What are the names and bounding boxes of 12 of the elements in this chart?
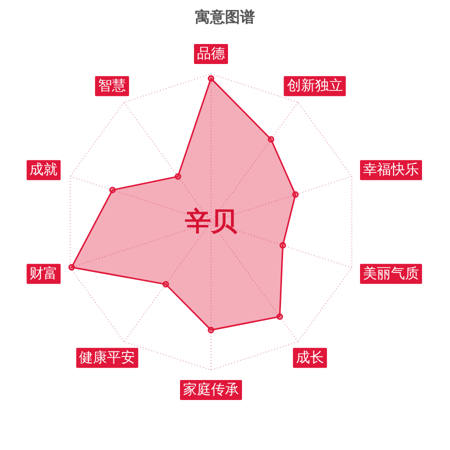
spoke-label: 创新独立 [286,78,343,94]
spoke-label: 成就 [30,162,58,178]
text: 辛贝 [184,207,238,237]
spoke-label: 成长 [296,350,324,366]
spoke-label: 幸福快乐 [363,162,420,178]
spoke-label: 美丽气质 [363,266,420,282]
spoke-label: 家庭传承 [183,382,239,398]
spoke-label: 品德 [197,46,225,62]
spoke-label: 健康平安 [79,350,136,366]
chart-title: 寓意图谱 [194,8,256,27]
spoke-label: 财富 [30,266,58,282]
spoke-label: 智慧 [98,78,126,94]
